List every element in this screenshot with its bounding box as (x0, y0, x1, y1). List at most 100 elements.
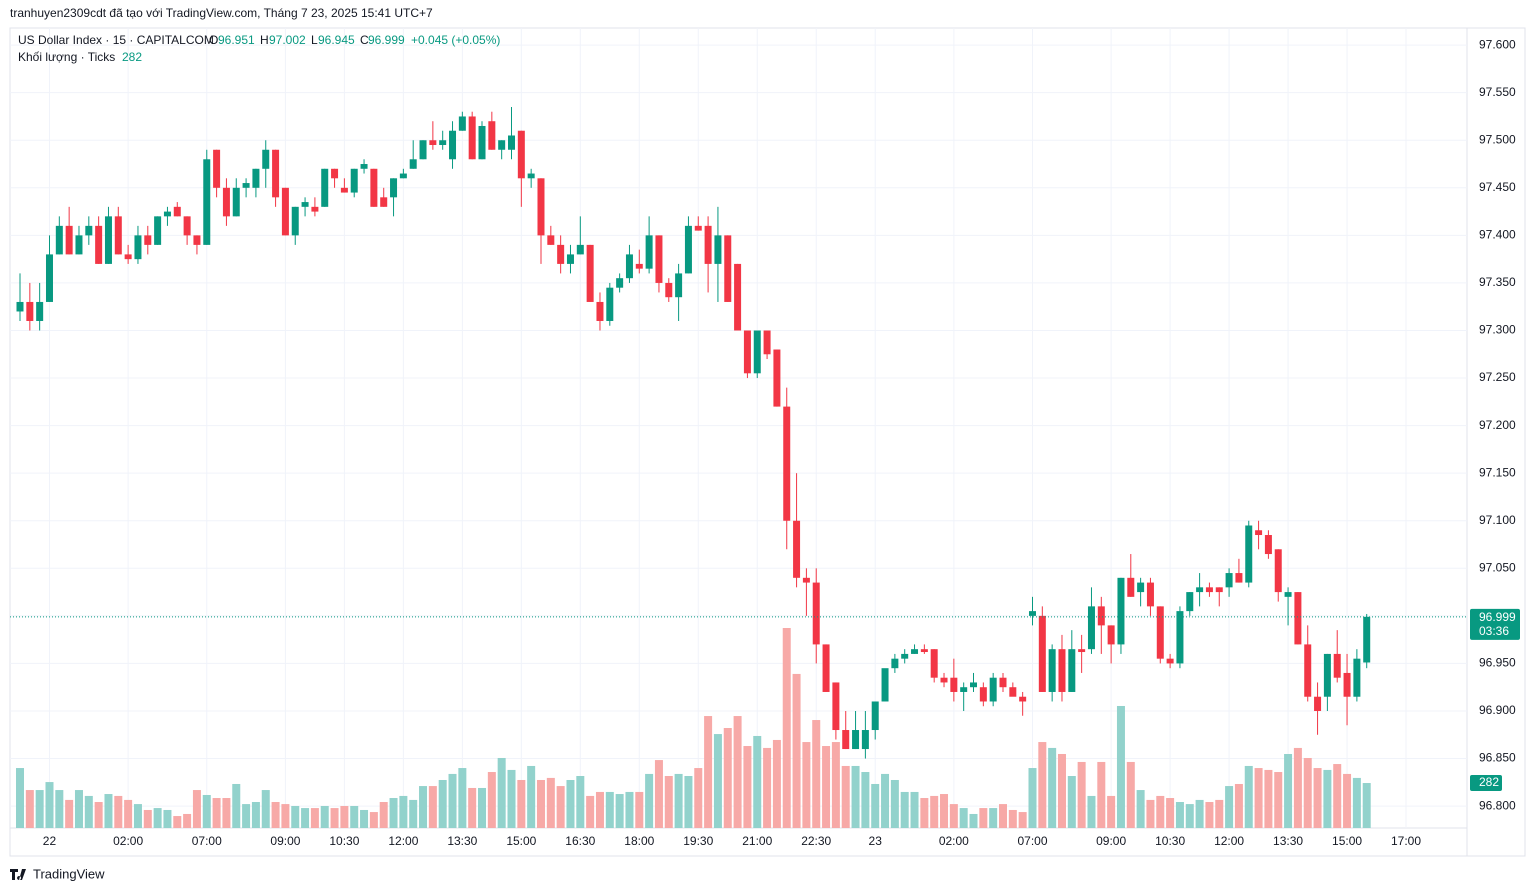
volume-bar (379, 802, 388, 828)
volume-bar (487, 772, 496, 828)
volume-bar (605, 791, 614, 828)
volume-bar (16, 768, 24, 828)
volume-bar (1087, 795, 1096, 828)
candle-body (16, 301, 24, 312)
x-tick-label: 07:00 (1017, 834, 1047, 848)
volume-bar (143, 809, 152, 828)
volume-bar (1254, 768, 1263, 828)
volume-bar (1343, 773, 1352, 828)
candle-body (714, 235, 722, 264)
volume-bar (595, 791, 604, 828)
volume-bar (507, 769, 516, 828)
low-label: L (311, 33, 318, 47)
candle-body (281, 187, 289, 236)
candle-body (213, 149, 221, 188)
volume-bar (261, 790, 270, 828)
candle-body (439, 140, 447, 146)
candle-body (449, 130, 457, 160)
candle-body (203, 159, 211, 245)
candle-body (1284, 592, 1292, 597)
high-label: H (260, 33, 269, 47)
y-tick-label: 97.200 (1479, 418, 1516, 432)
volume-bar (330, 808, 339, 828)
volume-bar (1077, 761, 1086, 828)
high-value: 97.002 (269, 33, 306, 47)
candle-body (1343, 672, 1351, 697)
volume-bar (104, 794, 113, 828)
y-tick-label: 96.950 (1479, 656, 1516, 670)
volume-bar (556, 786, 565, 828)
volume-bar (192, 790, 201, 828)
candle-body (1078, 649, 1086, 653)
candle-body (380, 197, 388, 207)
volume-bar (959, 808, 968, 828)
volume-bar (1107, 795, 1116, 828)
axes: 96.80096.85096.90096.95097.00097.05097.1… (10, 37, 1520, 848)
volume-bar (301, 808, 310, 828)
candle-body (763, 330, 771, 355)
candle-body (173, 206, 181, 217)
volume-bar (94, 802, 103, 828)
y-tick-label: 97.250 (1479, 370, 1516, 384)
candle-body (1028, 611, 1036, 616)
volume-bar (1264, 769, 1273, 828)
candle-body (1009, 687, 1017, 697)
volume-bar (704, 716, 713, 828)
candle-body (154, 216, 162, 245)
volume-bar (910, 791, 919, 828)
volume-bar (153, 808, 162, 828)
x-tick-label: 02:00 (113, 834, 143, 848)
volume-bar (1234, 783, 1243, 828)
candle-body (920, 649, 928, 653)
volume-bar (753, 735, 762, 828)
volume-bar (35, 790, 44, 828)
volume-bar (124, 799, 133, 828)
candle-body (566, 254, 574, 264)
volume-value: 282 (122, 50, 142, 64)
volume-bar (1097, 761, 1106, 828)
candle-body (193, 235, 201, 245)
volume-bar (1057, 753, 1066, 828)
candle-body (734, 263, 742, 331)
candle-body (301, 202, 309, 207)
candle-body (1323, 653, 1331, 697)
candle-body (684, 225, 692, 274)
volume-bar (841, 765, 850, 828)
candle-body (114, 216, 122, 255)
last-price-box (1470, 608, 1520, 640)
volume-bar (625, 791, 634, 828)
candle-body (311, 206, 319, 212)
candle-body (55, 225, 63, 255)
volume-bar (989, 808, 998, 828)
volume-bar (861, 772, 870, 828)
candle-body (537, 178, 545, 236)
candle-body (911, 649, 919, 654)
x-tick-label: 09:00 (1096, 834, 1126, 848)
volume-bar (448, 773, 457, 828)
y-tick-label: 97.300 (1479, 323, 1516, 337)
volume-bar (1313, 768, 1322, 828)
volume-bar (84, 795, 93, 828)
candle-body (429, 140, 437, 146)
candle-body (753, 330, 761, 374)
candle-body (1186, 592, 1194, 612)
candle-body (370, 168, 378, 207)
candle-body (419, 140, 427, 160)
volume-bar (1136, 790, 1145, 828)
candle-body (1097, 606, 1105, 626)
volume-bar (586, 795, 595, 828)
volume-bar (232, 783, 241, 828)
candle-body (606, 287, 614, 321)
volume-bar (871, 783, 880, 828)
candle-body (1314, 696, 1322, 711)
volume-bar (133, 804, 142, 828)
volume-bar (369, 812, 378, 828)
candle-body (183, 216, 191, 236)
candle-body (812, 582, 820, 645)
candle-body (901, 653, 909, 659)
volume-bar (1293, 747, 1302, 828)
candle-body (527, 173, 535, 179)
volume-bar (536, 779, 545, 828)
change: +0.045 (+0.05%) (411, 33, 500, 47)
